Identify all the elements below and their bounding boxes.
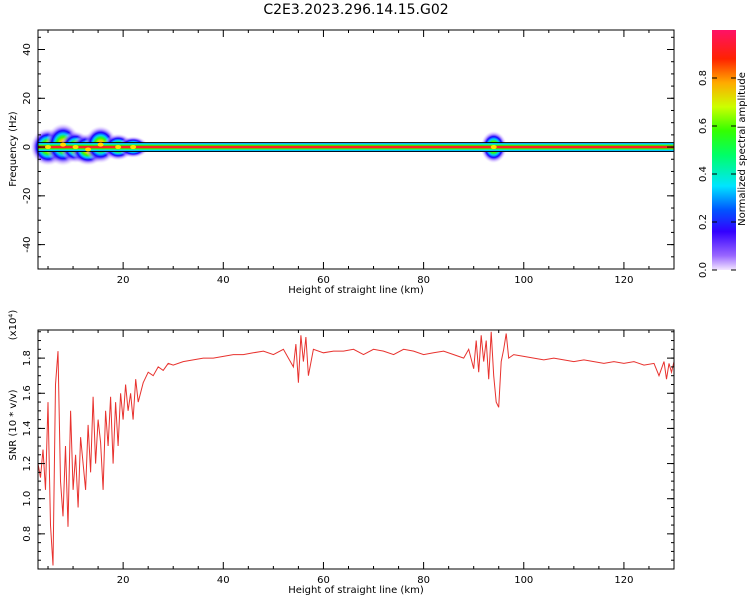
spectrogram-x-tick-label: 80 (417, 275, 430, 286)
colorbar-tick-label: 0.2 (698, 214, 709, 230)
spectrogram-x-tick-label: 100 (514, 275, 533, 286)
spectrogram-x-tick-label: 40 (217, 275, 230, 286)
spectrogram-blob-core (85, 147, 92, 152)
snr-axes: 20 40 60 80 100 120 0.8 1.0 1.2 1.4 1.6 1.8 (22, 329, 675, 586)
spectrogram-blob-core (60, 142, 67, 147)
snr-plot (37, 331, 675, 566)
snr-x-tick-label: 120 (614, 575, 633, 586)
colorbar-gradient (712, 30, 736, 270)
spectrogram-x-tick-label: 60 (317, 275, 330, 286)
snr-panel: 20 40 60 80 100 120 0.8 1.0 1.2 1.4 1.6 1.8 Height … (8, 310, 675, 596)
snr-y-axis-label: SNR (10 * v/v) (8, 389, 19, 460)
spectrogram-blob-core (72, 145, 79, 150)
colorbar-tick-label: 0.4 (698, 166, 709, 182)
spectrogram-x-axis-label: Height of straight line (km) (288, 285, 424, 296)
spectrogram-blob-core (45, 145, 52, 150)
spectrogram-panel: 20 40 60 80 100 120 -40 -20 0 20 40 Height of stra… (8, 29, 675, 296)
snr-x-axis-label: Height of straight line (km) (288, 585, 424, 596)
colorbar-label: Normalized spectral amplitude (737, 72, 748, 226)
spectrogram-blob-core (115, 145, 122, 150)
snr-x-tick-label: 100 (514, 575, 533, 586)
snr-series-line (37, 331, 675, 566)
spectrogram-blob-core (97, 142, 104, 147)
snr-x-tick-label: 80 (417, 575, 430, 586)
colorbar-tick-label: 0.0 (698, 262, 709, 278)
snr-y-tick-label: 1.8 (22, 350, 33, 366)
spectrogram-axes: 20 40 60 80 100 120 -40 -20 0 20 40 (22, 29, 675, 286)
spectrogram-y-tick-label: 40 (22, 43, 33, 56)
snr-y-tick-label: 0.8 (22, 526, 33, 542)
colorbar: 0.0 0.2 0.4 0.6 0.8 Normalized spectral ampl… (698, 30, 748, 278)
spectrogram-ridge-band (38, 142, 674, 152)
spectrogram-y-tick-label: -40 (22, 236, 33, 252)
spectrogram-y-tick-label: -20 (22, 188, 33, 204)
snr-y-tick-label: 1.0 (22, 491, 33, 507)
spectrogram-y-tick-label: 20 (22, 92, 33, 105)
snr-y-tick-label: 1.2 (22, 456, 33, 472)
snr-y-tick-label: 1.4 (22, 420, 33, 436)
snr-x-tick-label: 60 (317, 575, 330, 586)
spectrogram-y-tick-label: 0 (22, 144, 33, 150)
spectrogram-heatmap (30, 123, 674, 167)
colorbar-tick-label: 0.8 (698, 70, 709, 86)
spectrogram-x-tick-label: 120 (614, 275, 633, 286)
snr-y-tick-label: 1.6 (22, 385, 33, 401)
figure-title: C2E3.2023.296.14.15.G02 (263, 2, 448, 18)
snr-x-tick-label: 20 (117, 575, 130, 586)
spectrogram-blob-core (490, 145, 497, 150)
spectrogram-blob-core (130, 145, 137, 150)
snr-y-multiplier: (x10⁴) (8, 310, 19, 341)
spectrogram-frame (37, 29, 675, 270)
snr-frame (37, 329, 675, 570)
spectrogram-y-axis-label: Frequency (Hz) (8, 111, 19, 187)
colorbar-tick-label: 0.6 (698, 118, 709, 134)
colorbar-ticks: 0.0 0.2 0.4 0.6 0.8 (698, 70, 736, 278)
spectrogram-x-tick-label: 20 (117, 275, 130, 286)
snr-x-tick-label: 40 (217, 575, 230, 586)
